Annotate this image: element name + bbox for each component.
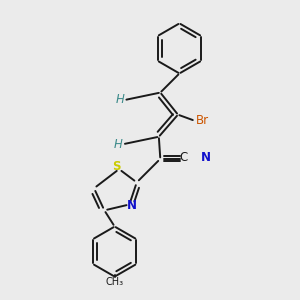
- Text: N: N: [127, 200, 137, 212]
- Text: Br: Br: [196, 114, 209, 127]
- Text: N: N: [201, 152, 211, 164]
- Text: H: H: [115, 93, 124, 106]
- Text: CH₃: CH₃: [106, 277, 124, 286]
- Text: S: S: [112, 160, 121, 173]
- Text: C: C: [180, 152, 188, 164]
- Text: H: H: [114, 138, 123, 151]
